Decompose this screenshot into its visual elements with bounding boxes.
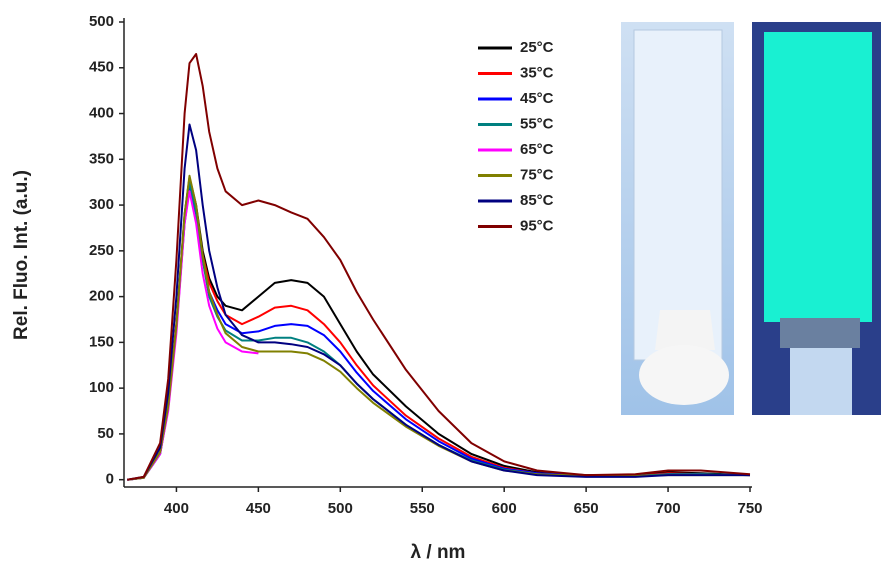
legend-label: 25°C xyxy=(520,39,554,56)
y-axis-label: Rel. Fluo. Int. (a.u.) xyxy=(11,170,32,340)
y-tick-label: 250 xyxy=(89,242,114,259)
x-tick-label: 450 xyxy=(246,500,271,517)
y-tick-label: 450 xyxy=(89,59,114,76)
legend-label: 85°C xyxy=(520,192,554,209)
y-tick-label: 150 xyxy=(89,333,114,350)
x-axis-label: λ / nm xyxy=(411,542,466,563)
legend-label: 55°C xyxy=(520,115,554,132)
y-tick-label: 200 xyxy=(89,288,114,305)
legend-label: 65°C xyxy=(520,141,554,158)
legend-label: 45°C xyxy=(520,90,554,107)
y-tick-label: 300 xyxy=(89,196,114,213)
series-line xyxy=(127,190,259,481)
x-tick-label: 750 xyxy=(737,500,762,517)
y-tick-label: 350 xyxy=(89,150,114,167)
x-tick-label: 600 xyxy=(492,500,517,517)
legend-label: 35°C xyxy=(520,64,554,81)
y-tick-label: 400 xyxy=(89,105,114,122)
photo-left xyxy=(621,22,734,415)
x-tick-label: 550 xyxy=(410,500,435,517)
series-line xyxy=(127,53,751,481)
legend-label: 75°C xyxy=(520,166,554,183)
legend-label: 95°C xyxy=(520,217,554,234)
x-tick-label: 500 xyxy=(328,500,353,517)
x-tick-label: 650 xyxy=(574,500,599,517)
series-line xyxy=(127,123,750,481)
y-tick-label: 500 xyxy=(89,13,114,30)
x-tick-label: 700 xyxy=(656,500,681,517)
y-tick-label: 0 xyxy=(106,471,114,488)
y-tick-label: 50 xyxy=(97,425,114,442)
photo-right xyxy=(752,22,881,415)
x-tick-label: 400 xyxy=(164,500,189,517)
y-tick-label: 100 xyxy=(89,379,114,396)
